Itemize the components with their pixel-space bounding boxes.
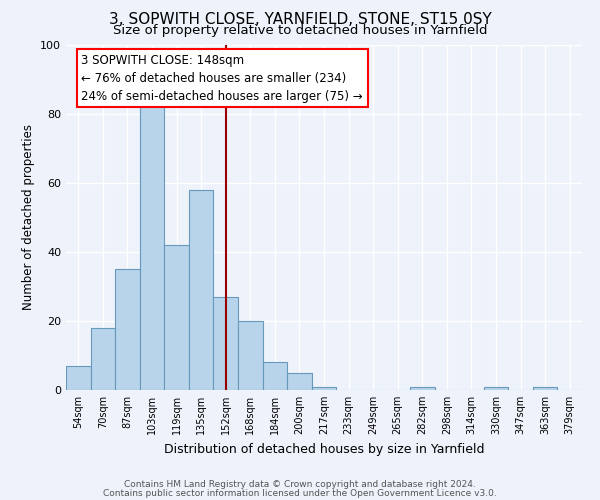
Text: Contains public sector information licensed under the Open Government Licence v3: Contains public sector information licen… (103, 488, 497, 498)
Bar (312, 386, 336, 390)
Text: 3 SOPWITH CLOSE: 148sqm
← 76% of detached houses are smaller (234)
24% of semi-d: 3 SOPWITH CLOSE: 148sqm ← 76% of detache… (82, 54, 363, 102)
Bar (410, 386, 434, 390)
Text: Size of property relative to detached houses in Yarnfield: Size of property relative to detached ho… (113, 24, 487, 37)
Bar (115, 269, 140, 390)
Bar (189, 190, 214, 390)
Y-axis label: Number of detached properties: Number of detached properties (22, 124, 35, 310)
Bar (238, 321, 263, 390)
Bar (164, 245, 189, 390)
Bar (484, 386, 508, 390)
Bar (533, 386, 557, 390)
Bar (263, 362, 287, 390)
X-axis label: Distribution of detached houses by size in Yarnfield: Distribution of detached houses by size … (164, 442, 484, 456)
Bar (214, 297, 238, 390)
Bar (287, 373, 312, 390)
Text: Contains HM Land Registry data © Crown copyright and database right 2024.: Contains HM Land Registry data © Crown c… (124, 480, 476, 489)
Bar (140, 100, 164, 390)
Bar (91, 328, 115, 390)
Bar (66, 366, 91, 390)
Text: 3, SOPWITH CLOSE, YARNFIELD, STONE, ST15 0SY: 3, SOPWITH CLOSE, YARNFIELD, STONE, ST15… (109, 12, 491, 28)
